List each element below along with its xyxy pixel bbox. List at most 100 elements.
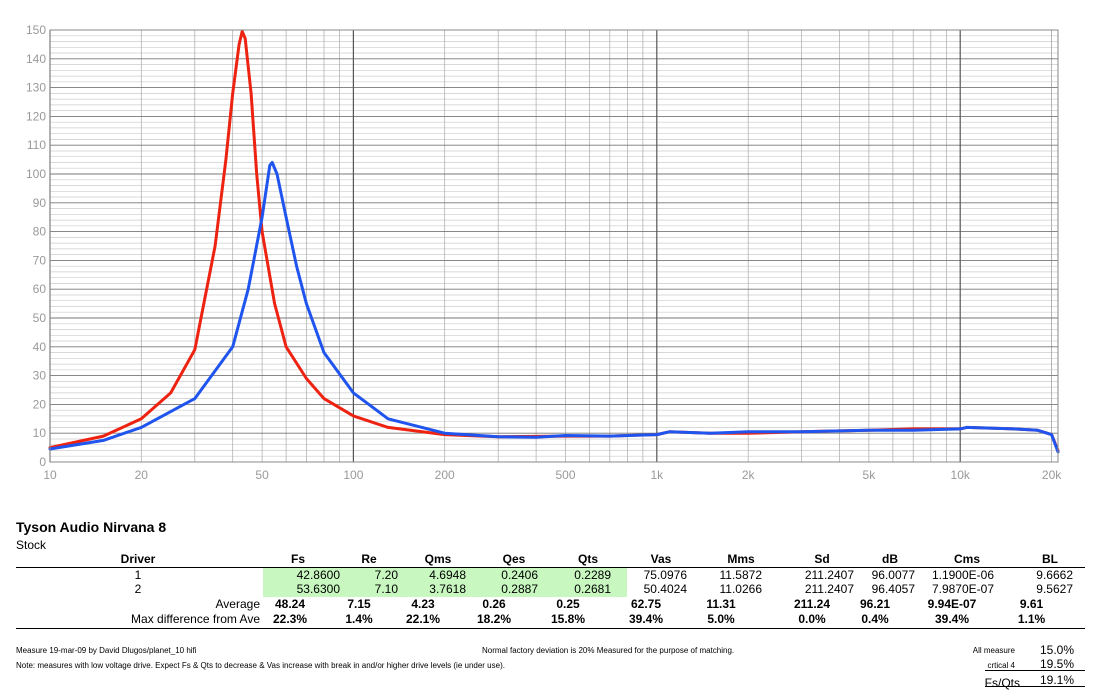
- table-cell: 96.0077: [871, 568, 915, 582]
- y-tick-label: 90: [33, 196, 47, 210]
- column-header: Sd: [814, 552, 830, 566]
- table-cell: 15.8%: [550, 612, 586, 626]
- stat-label-critical-4: crtical 4: [987, 661, 1015, 670]
- table-cell: 1.4%: [345, 612, 373, 626]
- table-bottom-rule: [16, 628, 1085, 629]
- table-cell: 18.2%: [476, 612, 512, 626]
- break-in-note: Note: measures with low voltage drive. E…: [16, 661, 505, 670]
- y-tick-labels: 0 10 20 30 40 50 60 70 80 90 100 110 120 130 140 150: [26, 23, 46, 469]
- table-cell: 0.2289: [574, 568, 611, 582]
- row-label: Max difference from Ave: [131, 612, 260, 626]
- y-tick-label: 120: [26, 109, 46, 123]
- y-tick-label: 80: [33, 225, 47, 239]
- table-cell: 7.10: [374, 582, 398, 596]
- table-cell: 3.7618: [429, 582, 466, 596]
- column-header: Vas: [650, 552, 672, 566]
- stats-bottom-rule: [985, 686, 1085, 687]
- table-cell: 4.6948: [429, 568, 466, 582]
- x-tick-label: 20: [135, 468, 149, 482]
- table-row: 1 42.8600 7.20 4.6948 0.2406 0.2289 75.0976 11.…: [0, 568, 1105, 583]
- stats-rule: [985, 670, 1085, 671]
- table-cell: 53.6300: [296, 582, 340, 596]
- column-header: Mms: [727, 552, 755, 566]
- measure-note: Measure 19-mar-09 by David Dlugos/planet…: [16, 646, 197, 655]
- y-tick-label: 20: [33, 397, 47, 411]
- table-row-average: Average 48.24 7.15 4.23 0.26 0.25 62.75 11.31 21…: [0, 597, 1105, 612]
- table-cell: 0.2406: [501, 568, 538, 582]
- x-tick-label: 100: [343, 468, 363, 482]
- table-cell: 211.2407: [804, 582, 854, 596]
- table-cell: 62.75: [630, 597, 662, 611]
- table-cell: 7.9870E-07: [931, 582, 994, 596]
- column-header: Driver: [120, 552, 156, 566]
- y-tick-label: 140: [26, 52, 46, 66]
- table-cell: 2: [134, 582, 142, 596]
- factory-deviation-note: Normal factory deviation is 20% Measured…: [482, 646, 735, 655]
- table-cell: 42.8600: [296, 568, 340, 582]
- report-title: Tyson Audio Nirvana 8: [16, 519, 167, 535]
- table-cell: 0.2681: [574, 582, 611, 596]
- y-tick-label: 130: [26, 81, 46, 95]
- y-tick-label: 0: [39, 455, 46, 469]
- table-header-row: Driver Fs Re Qms Qes Qts Vas Mms Sd dB Cms BL: [0, 552, 1105, 567]
- y-tick-label: 10: [33, 426, 47, 440]
- table-cell: 7.15: [347, 597, 371, 611]
- y-tick-label: 50: [33, 311, 47, 325]
- x-tick-label: 10k: [951, 468, 971, 482]
- table-cell: 9.5627: [1036, 582, 1073, 596]
- x-tick-label: 2k: [742, 468, 756, 482]
- table-cell: 211.2407: [804, 568, 854, 582]
- y-tick-label: 110: [27, 138, 46, 152]
- x-tick-label: 200: [435, 468, 455, 482]
- table-cell: 0.2887: [501, 582, 538, 596]
- x-tick-labels: 10 20 50 100 200 500 1k 2k 5k 10k 20k: [43, 468, 1062, 482]
- table-cell: 7.20: [374, 568, 398, 582]
- header-rule: [16, 567, 1085, 568]
- y-tick-label: 30: [33, 369, 47, 383]
- y-tick-label: 70: [33, 253, 47, 267]
- stat-label-fs-qts: Fs/Qts: [984, 676, 1020, 690]
- plot-frame: [49, 29, 1059, 463]
- x-tick-label: 50: [255, 468, 269, 482]
- highlight-row-2: [263, 582, 627, 597]
- column-header: Qms: [424, 552, 452, 566]
- stat-label-all-measure: All measure: [972, 646, 1015, 655]
- stat-value-critical-4: 19.5%: [1039, 657, 1074, 671]
- column-header: BL: [1042, 552, 1058, 566]
- column-header: Re: [361, 552, 377, 566]
- stat-value-fs-qts: 19.1%: [1039, 673, 1074, 687]
- y-tick-label: 60: [33, 282, 47, 296]
- column-header: dB: [882, 552, 898, 566]
- table-cell: 0.26: [482, 597, 506, 611]
- grid-minor: [50, 30, 1058, 462]
- x-tick-label: 1k: [650, 468, 664, 482]
- table-cell: 75.0976: [643, 568, 687, 582]
- plot-background: [50, 30, 1058, 462]
- x-tick-label: 10: [43, 468, 57, 482]
- series-layer: [48, 29, 1060, 454]
- table-cell: 9.6662: [1036, 568, 1073, 582]
- table-cell: 1: [134, 568, 142, 582]
- table-cell: 96.4057: [871, 582, 915, 596]
- highlight-row-1: [263, 567, 627, 582]
- y-tick-label: 150: [26, 23, 46, 37]
- grid-major: [49, 29, 1058, 463]
- table-cell: 1.1900E-06: [931, 568, 994, 582]
- table-row-max-difference: Max difference from Ave 22.3% 1.4% 22.1% 18.…: [0, 612, 1105, 627]
- row-label: Average: [215, 597, 260, 611]
- table-cell: 22.1%: [405, 612, 441, 626]
- table-cell: 1.1%: [1017, 612, 1046, 626]
- impedance-chart: 10 20 50 100 200 500 1k 2k 5k 10k 20k 010203040506…: [26, 23, 1062, 482]
- table-cell: 48.24: [274, 597, 306, 611]
- table-cell: 39.4%: [934, 612, 970, 626]
- table-cell: 5.0%: [707, 612, 735, 626]
- table-cell: 39.4%: [628, 612, 664, 626]
- table-cell: 0.4%: [861, 612, 889, 626]
- y-tick-label: 40: [33, 340, 47, 354]
- stat-value-all-measure: 15.0%: [1039, 643, 1074, 657]
- table-cell: 0.25: [556, 597, 580, 611]
- table-cell: 0.0%: [798, 612, 826, 626]
- table-cell: 11.31: [706, 597, 736, 611]
- table-cell: 211.24: [793, 597, 831, 611]
- table-cell: 9.94E-07: [927, 597, 977, 611]
